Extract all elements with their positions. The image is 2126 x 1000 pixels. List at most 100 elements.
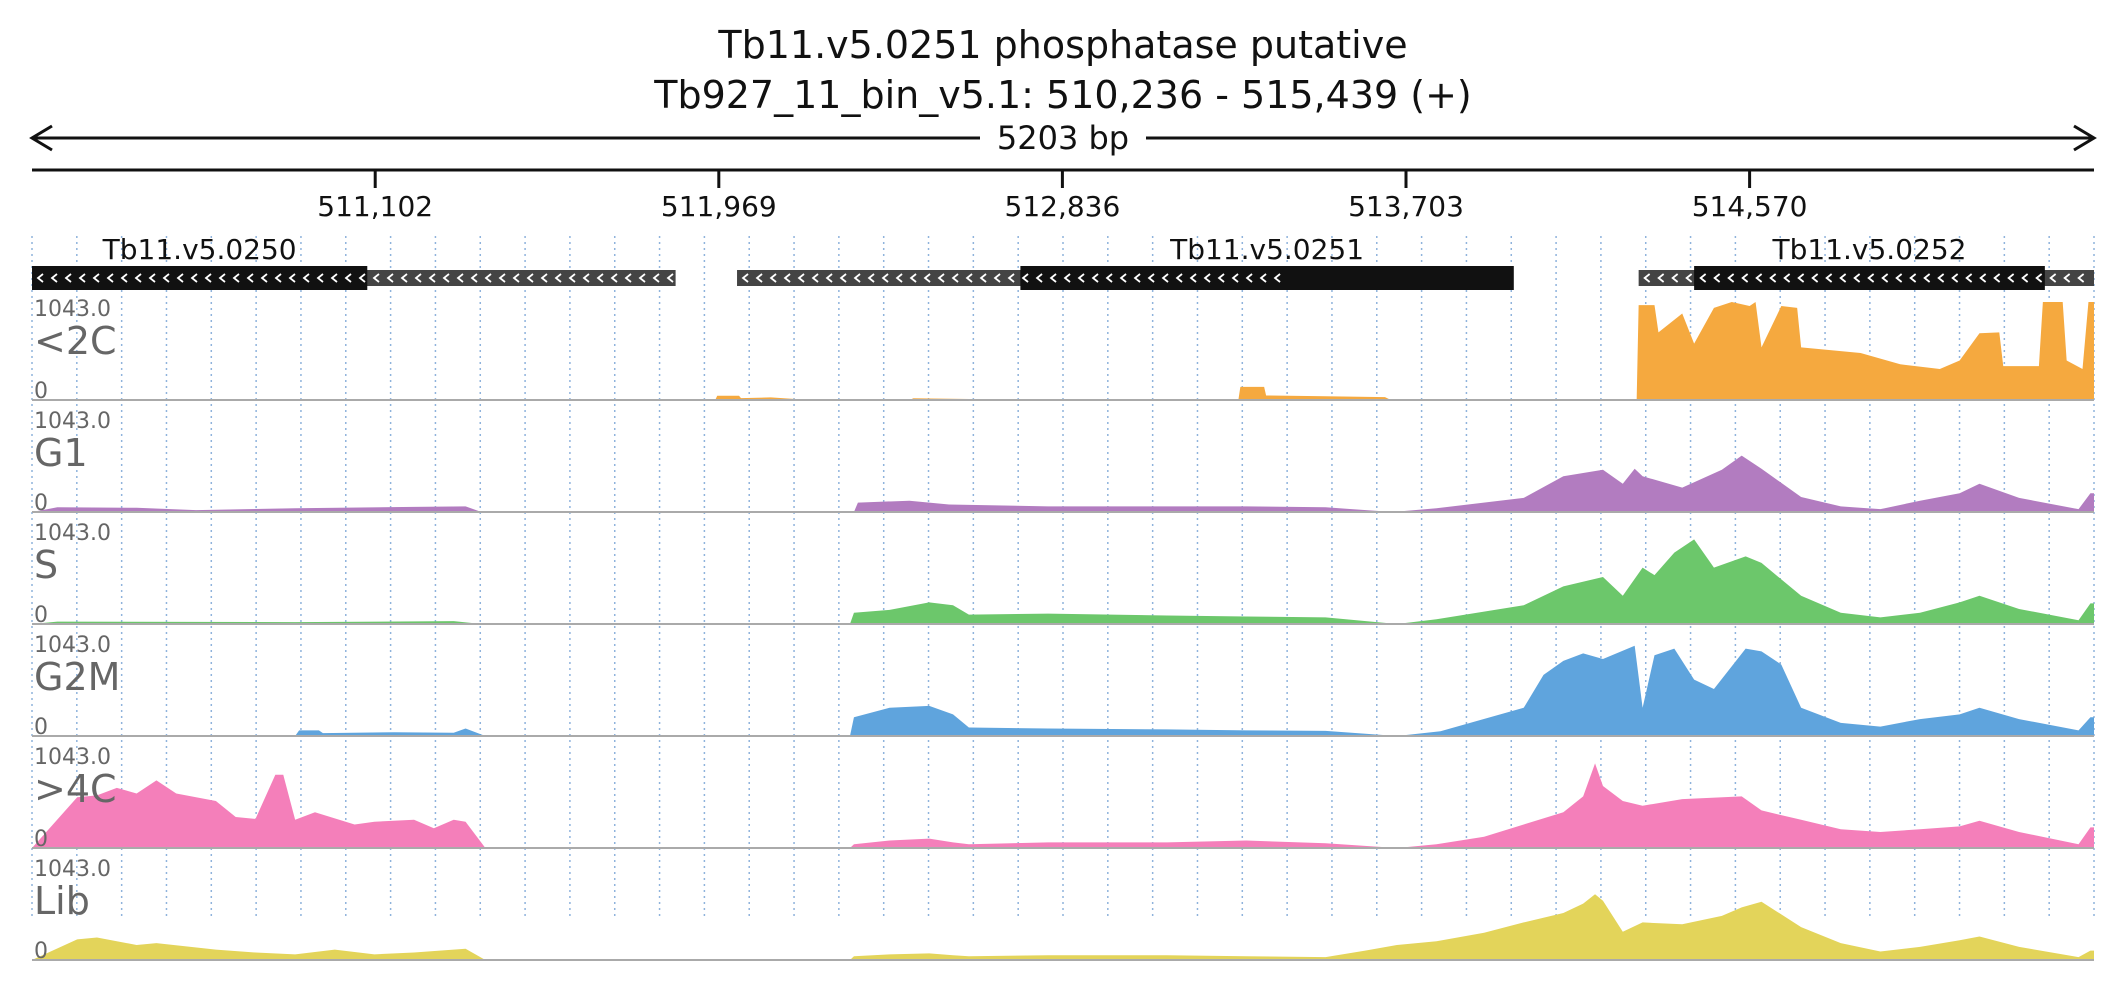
track-max-label: 1043.0	[34, 409, 111, 434]
strand-chevron	[50, 273, 58, 283]
strand-chevron	[1825, 273, 1833, 283]
coverage-area	[32, 894, 2094, 960]
span-arrow-left-head	[29, 124, 53, 152]
tick-label: 512,836	[1005, 190, 1121, 223]
strand-chevron	[666, 273, 674, 283]
strand-chevron	[741, 273, 749, 283]
strand-chevron	[344, 273, 352, 283]
strand-chevron	[484, 273, 492, 283]
gene-label: Tb11.v5.0252	[1772, 233, 1967, 266]
strand-chevron	[1839, 273, 1847, 283]
span-arrow-right-head	[2073, 124, 2097, 152]
strand-chevron	[1245, 273, 1253, 283]
track-max-label: 1043.0	[34, 521, 111, 546]
strand-chevron	[554, 273, 562, 283]
strand-chevron	[386, 273, 394, 283]
strand-chevron	[526, 273, 534, 283]
strand-chevron	[1699, 273, 1707, 283]
coverage-area	[32, 539, 2094, 624]
span-arrow: 5203 bp	[29, 119, 2097, 157]
strand-chevron	[1713, 273, 1721, 283]
coverage-tracks: 1043.00<2C1043.00G11043.00S1043.00G2M104…	[32, 297, 2094, 964]
strand-chevron	[1161, 273, 1169, 283]
strand-chevron	[1671, 273, 1679, 283]
strand-chevron	[246, 273, 254, 283]
strand-chevron	[1937, 273, 1945, 283]
gene-track: Tb11.v5.0250 Tb11.v5.0251 Tb11.v5.0252	[32, 233, 2094, 290]
track-min-label: 0	[34, 379, 48, 404]
strand-chevron	[624, 273, 632, 283]
track-name-label: Lib	[34, 879, 90, 923]
strand-chevron	[2035, 273, 2043, 283]
strand-chevron	[839, 273, 847, 283]
strand-chevron	[106, 273, 114, 283]
strand-chevron	[456, 273, 464, 283]
strand-chevron	[1105, 273, 1113, 283]
strand-chevron	[867, 273, 875, 283]
strand-chevron	[1993, 273, 2001, 283]
track-name-label: G2M	[34, 655, 120, 699]
strand-chevron	[1881, 273, 1889, 283]
strand-chevron	[1189, 273, 1197, 283]
strand-chevron	[769, 273, 777, 283]
gene-cds-bar	[1020, 266, 1514, 290]
strand-chevron	[1007, 273, 1015, 283]
strand-chevron	[134, 273, 142, 283]
strand-chevron	[162, 273, 170, 283]
strand-chevron	[1853, 273, 1861, 283]
strand-chevron	[1783, 273, 1791, 283]
strand-chevron	[1063, 273, 1071, 283]
chart-title-line1: Tb11.v5.0251 phosphatase putative	[717, 23, 1407, 67]
strand-chevron	[148, 273, 156, 283]
strand-chevron	[783, 273, 791, 283]
strand-chevron	[2021, 273, 2029, 283]
tick-label: 513,703	[1348, 190, 1464, 223]
strand-chevron	[979, 273, 987, 283]
tick-label: 514,570	[1692, 190, 1808, 223]
strand-chevron	[1965, 273, 1973, 283]
strand-chevron	[1217, 273, 1225, 283]
track-name-label: G1	[34, 431, 88, 475]
coverage-area	[32, 302, 2094, 400]
track-max-label: 1043.0	[34, 745, 111, 770]
strand-chevron	[372, 273, 380, 283]
strand-chevron	[274, 273, 282, 283]
strand-chevron	[1119, 273, 1127, 283]
strand-chevron	[442, 273, 450, 283]
strand-chevron	[358, 273, 366, 283]
strand-chevron	[853, 273, 861, 283]
strand-chevron	[582, 273, 590, 283]
strand-chevron	[755, 273, 763, 283]
strand-chevron	[288, 273, 296, 283]
strand-chevron	[652, 273, 660, 283]
strand-chevron	[1077, 273, 1085, 283]
strand-chevron	[993, 273, 1001, 283]
strand-chevron	[1273, 273, 1281, 283]
strand-chevron	[330, 273, 338, 283]
strand-chevron	[1909, 273, 1917, 283]
strand-chevron	[825, 273, 833, 283]
strand-chevron	[596, 273, 604, 283]
strand-chevron	[78, 273, 86, 283]
strand-chevron	[120, 273, 128, 283]
strand-chevron	[1147, 273, 1155, 283]
strand-chevron	[1727, 273, 1735, 283]
strand-chevron	[1769, 273, 1777, 283]
strand-chevron	[1797, 273, 1805, 283]
strand-chevron	[811, 273, 819, 283]
track-name-label: <2C	[34, 319, 117, 363]
strand-chevron	[1811, 273, 1819, 283]
strand-chevron	[540, 273, 548, 283]
strand-chevron	[2049, 273, 2057, 283]
track-min-label: 0	[34, 939, 48, 964]
strand-chevron	[204, 273, 212, 283]
strand-chevron	[881, 273, 889, 283]
strand-chevron	[1091, 273, 1099, 283]
track-name-label: >4C	[34, 767, 117, 811]
strand-chevron	[1133, 273, 1141, 283]
strand-chevron	[92, 273, 100, 283]
strand-chevron	[1867, 273, 1875, 283]
strand-chevron	[218, 273, 226, 283]
strand-chevron	[36, 273, 44, 283]
